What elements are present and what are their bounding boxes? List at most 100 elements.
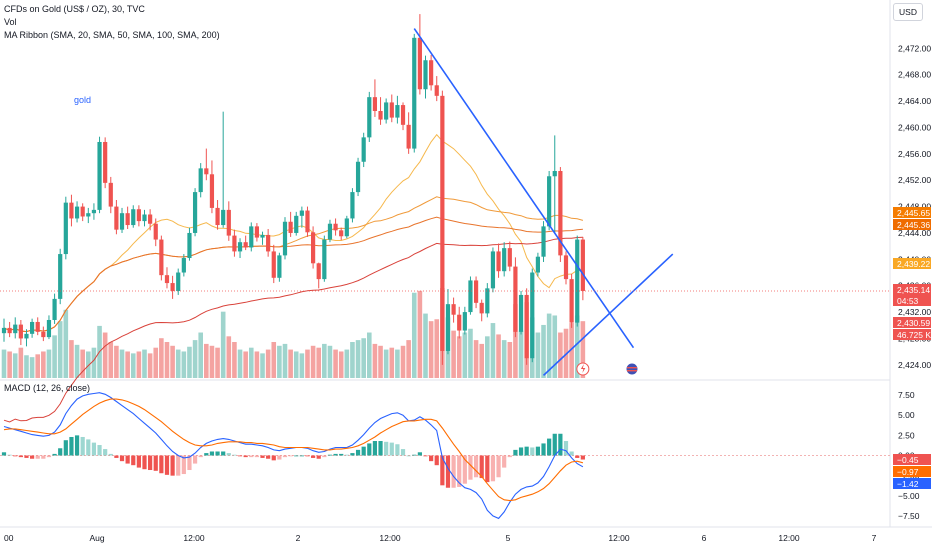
volume-bar[interactable] bbox=[125, 351, 130, 378]
volume-bar[interactable] bbox=[546, 313, 552, 378]
macd-histogram-bar[interactable] bbox=[462, 455, 467, 484]
volume-bar[interactable] bbox=[164, 342, 170, 378]
candle-body[interactable] bbox=[457, 314, 462, 331]
candle-body[interactable] bbox=[339, 230, 344, 237]
macd-histogram-bar[interactable] bbox=[148, 455, 153, 471]
macd-histogram-bar[interactable] bbox=[535, 446, 540, 456]
macd-histogram-bar[interactable] bbox=[119, 455, 125, 462]
descending-trendline[interactable] bbox=[413, 28, 635, 349]
candle-body[interactable] bbox=[333, 223, 338, 231]
volume-bar[interactable] bbox=[271, 342, 277, 378]
candle-body[interactable] bbox=[136, 209, 141, 222]
macd-histogram-bar[interactable] bbox=[254, 455, 259, 458]
candle-body[interactable] bbox=[226, 209, 231, 236]
volume-bar[interactable] bbox=[513, 304, 518, 378]
volume-bar[interactable] bbox=[372, 343, 378, 378]
candle-body[interactable] bbox=[530, 272, 535, 359]
volume-bar[interactable] bbox=[86, 351, 91, 378]
volume-bar[interactable] bbox=[226, 336, 232, 378]
macd-histogram-bar[interactable] bbox=[187, 455, 192, 471]
macd-histogram-bar[interactable] bbox=[339, 453, 344, 456]
candle-body[interactable] bbox=[451, 304, 456, 315]
candle-body[interactable] bbox=[74, 206, 80, 219]
candle-body[interactable] bbox=[260, 234, 265, 238]
volume-bar[interactable] bbox=[378, 345, 383, 378]
candle-body[interactable] bbox=[7, 327, 12, 334]
macd-histogram-bar[interactable] bbox=[333, 453, 338, 456]
candle-body[interactable] bbox=[294, 215, 299, 233]
volume-bar[interactable] bbox=[24, 355, 29, 378]
candle-body[interactable] bbox=[125, 213, 130, 226]
macd-histogram-bar[interactable] bbox=[108, 453, 113, 456]
macd-histogram-bar[interactable] bbox=[395, 444, 400, 456]
volume-bar[interactable] bbox=[350, 342, 355, 378]
volume-bar[interactable] bbox=[395, 349, 400, 378]
volume-bar[interactable] bbox=[574, 315, 580, 378]
volume-bar[interactable] bbox=[417, 290, 423, 378]
volume-bar[interactable] bbox=[485, 336, 490, 378]
candle-body[interactable] bbox=[350, 192, 355, 219]
candle-body[interactable] bbox=[580, 239, 585, 291]
macd-histogram-bar[interactable] bbox=[226, 453, 231, 456]
macd-histogram-bar[interactable] bbox=[237, 455, 243, 457]
volume-bar[interactable] bbox=[451, 330, 456, 378]
volume-bar[interactable] bbox=[423, 313, 428, 378]
macd-histogram-bar[interactable] bbox=[445, 455, 451, 488]
candle-body[interactable] bbox=[170, 283, 175, 291]
macd-histogram-bar[interactable] bbox=[575, 455, 580, 458]
volume-bar[interactable] bbox=[69, 340, 74, 378]
volume-bar[interactable] bbox=[552, 315, 558, 378]
macd-histogram-bar[interactable] bbox=[58, 448, 63, 456]
candle-body[interactable] bbox=[108, 182, 113, 207]
candle-body[interactable] bbox=[305, 210, 310, 233]
macd-histogram-bar[interactable] bbox=[558, 433, 563, 456]
macd-histogram-bar[interactable] bbox=[221, 451, 226, 456]
macd-histogram-bar[interactable] bbox=[1, 452, 7, 456]
candle-body[interactable] bbox=[440, 95, 445, 351]
candle-body[interactable] bbox=[131, 209, 136, 226]
gold-annotation[interactable]: gold bbox=[74, 95, 92, 105]
candle-body[interactable] bbox=[485, 288, 490, 314]
macd-histogram-bar[interactable] bbox=[136, 455, 141, 468]
macd-histogram-bar[interactable] bbox=[406, 455, 411, 457]
macd-histogram-bar[interactable] bbox=[451, 455, 456, 488]
volume-bar[interactable] bbox=[490, 323, 496, 378]
candle-body[interactable] bbox=[372, 97, 378, 111]
volume-bar[interactable] bbox=[204, 343, 209, 378]
volume-bar[interactable] bbox=[170, 345, 175, 378]
candle-body[interactable] bbox=[434, 85, 439, 96]
candle-body[interactable] bbox=[378, 111, 383, 120]
macd-histogram-bar[interactable] bbox=[170, 455, 175, 476]
volume-bar[interactable] bbox=[299, 353, 305, 378]
candle-body[interactable] bbox=[558, 170, 563, 256]
macd-histogram-bar[interactable] bbox=[243, 455, 248, 458]
macd-histogram-bar[interactable] bbox=[355, 449, 361, 456]
candle-body[interactable] bbox=[490, 251, 496, 289]
volume-bar[interactable] bbox=[518, 330, 524, 378]
volume-bar[interactable] bbox=[215, 347, 220, 378]
macd-histogram-bar[interactable] bbox=[569, 451, 574, 456]
volume-bar[interactable] bbox=[12, 353, 18, 378]
candle-body[interactable] bbox=[389, 102, 394, 118]
candle-body[interactable] bbox=[266, 234, 271, 252]
candle-body[interactable] bbox=[271, 251, 276, 278]
macd-histogram-bar[interactable] bbox=[13, 455, 18, 457]
volume-bar[interactable] bbox=[411, 292, 417, 378]
candle-body[interactable] bbox=[513, 266, 518, 332]
macd-histogram-bar[interactable] bbox=[260, 455, 265, 458]
volume-bar[interactable] bbox=[367, 332, 372, 378]
volume-bar[interactable] bbox=[265, 349, 271, 378]
macd-histogram-bar[interactable] bbox=[74, 435, 80, 456]
macd-histogram-bar[interactable] bbox=[164, 455, 170, 475]
macd-histogram-bar[interactable] bbox=[417, 452, 422, 456]
macd-histogram-bar[interactable] bbox=[305, 455, 310, 457]
candle-body[interactable] bbox=[496, 251, 501, 272]
macd-histogram-bar[interactable] bbox=[384, 441, 389, 456]
macd-histogram-bar[interactable] bbox=[209, 451, 215, 456]
candle-body[interactable] bbox=[63, 202, 68, 255]
volume-bar[interactable] bbox=[57, 321, 63, 378]
volume-bar[interactable] bbox=[282, 343, 288, 378]
volume-bar[interactable] bbox=[473, 340, 479, 378]
volume-bar[interactable] bbox=[41, 351, 46, 378]
macd-histogram-bar[interactable] bbox=[350, 453, 355, 456]
